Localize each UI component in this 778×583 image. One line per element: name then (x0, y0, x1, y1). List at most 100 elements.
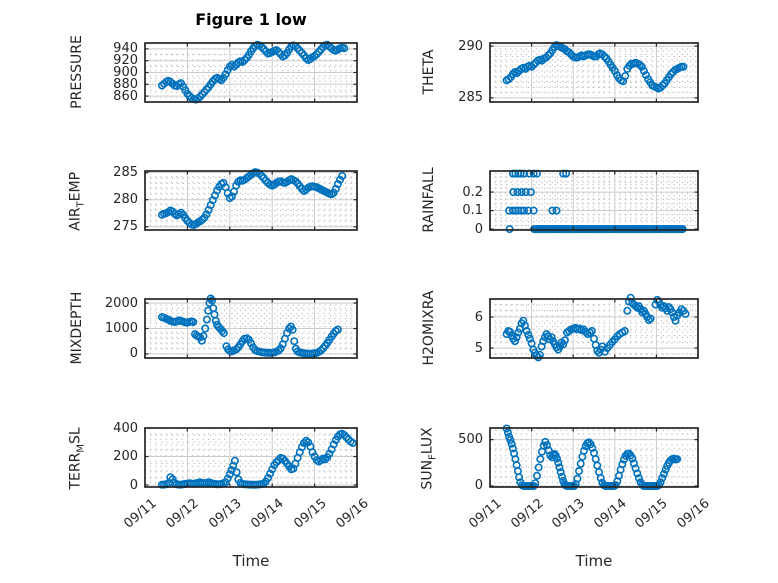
data-point (503, 428, 512, 437)
axis-frame (144, 427, 358, 488)
data-point (519, 316, 528, 325)
data-point (504, 75, 513, 84)
subplot-rainfall: 0 0.1 0.2 RAINFALL (421, 167, 699, 237)
plot-area (144, 168, 358, 231)
y-tick-label: 6 (474, 309, 483, 325)
data-point (329, 440, 338, 449)
x-tick-label: 09/16 (333, 496, 372, 532)
minor-grid (145, 171, 357, 230)
data-point (575, 467, 584, 476)
data-point (611, 481, 620, 490)
data-point (512, 68, 521, 77)
plot-area (144, 40, 358, 104)
data-point (321, 455, 330, 464)
data-point (508, 70, 517, 79)
data-point (646, 314, 655, 323)
data-point (596, 474, 605, 483)
data-point (625, 61, 634, 70)
data-point (232, 468, 241, 477)
x-tick-label: 09/11 (466, 496, 505, 532)
data-point (338, 171, 347, 180)
y-tick-label: 285 (458, 90, 483, 106)
minor-grid (490, 428, 698, 487)
y-tick-label: 900 (113, 65, 138, 80)
y-tick-label: 5 (474, 340, 483, 356)
data-points (158, 294, 342, 358)
data-point (635, 60, 644, 69)
data-point (207, 296, 216, 305)
data-point (288, 325, 297, 334)
data-point (197, 336, 206, 345)
data-point (211, 316, 220, 325)
data-point (201, 324, 210, 333)
data-point (210, 310, 219, 319)
data-point (221, 70, 230, 79)
data-point (526, 188, 535, 197)
data-point (529, 60, 538, 69)
subplot-sun-flux: 0 500 SUNFLUX 09/11 09/12 09/13 09/14 09/15 09/1… (420, 424, 713, 532)
data-point (661, 465, 670, 474)
data-point (297, 443, 306, 452)
axis-frame (489, 42, 699, 103)
plot-area (489, 424, 699, 490)
x-tick-label: 09/15 (632, 496, 672, 532)
tick-marks (489, 299, 699, 358)
data-point (505, 327, 514, 336)
data-point (532, 351, 541, 360)
y-axis-label: SUNFLUX (419, 426, 439, 490)
tick-marks (144, 427, 358, 487)
data-point (600, 52, 609, 61)
data-point (527, 62, 536, 71)
data-point (507, 439, 516, 448)
x-axis-label-left: Time (232, 552, 270, 570)
data-point (199, 332, 208, 341)
data-point (642, 71, 651, 80)
x-tick-label: 09/13 (206, 496, 245, 532)
tick-marks (489, 43, 699, 102)
subplot-mixdepth: 0 1000 2000 MIXDEPTH (69, 291, 358, 364)
data-point (573, 474, 582, 483)
major-grid (145, 299, 357, 358)
data-point (268, 465, 277, 474)
y-tick-label: 500 (458, 432, 483, 448)
data-point (565, 48, 574, 57)
data-point (229, 461, 238, 470)
data-point (272, 458, 281, 467)
data-point (506, 436, 515, 445)
data-point (291, 177, 300, 186)
data-point (656, 478, 665, 487)
y-tick-label: 280 (113, 192, 138, 208)
data-point (522, 326, 531, 335)
y-tick-label: 0 (129, 346, 138, 362)
data-point (628, 454, 637, 463)
minor-grid (145, 428, 357, 487)
major-grid (145, 428, 357, 487)
data-point (512, 333, 521, 342)
data-point (342, 433, 351, 442)
y-tick-label: 275 (113, 219, 138, 235)
data-point (544, 51, 553, 60)
data-point (202, 315, 211, 324)
x-tick-label: 09/14 (591, 496, 630, 532)
data-points (158, 429, 357, 489)
y-tick-label: 0 (129, 477, 138, 493)
data-point (529, 206, 538, 215)
data-point (304, 438, 313, 447)
data-point (639, 66, 648, 75)
tick-marks (144, 171, 358, 230)
data-point (681, 309, 690, 318)
data-point (325, 449, 334, 458)
y-tick-label: 285 (113, 165, 138, 181)
major-grid (490, 171, 698, 230)
x-tick-label: 09/16 (674, 496, 713, 532)
x-tick-label: 09/13 (549, 496, 588, 532)
data-point (202, 210, 211, 219)
major-grid (490, 428, 698, 487)
data-point (166, 473, 175, 482)
data-point (266, 469, 275, 478)
x-axis-label-right: Time (575, 552, 613, 570)
data-point (510, 337, 519, 346)
data-point (508, 206, 517, 215)
axis-frame (489, 427, 699, 488)
data-point (513, 188, 522, 197)
